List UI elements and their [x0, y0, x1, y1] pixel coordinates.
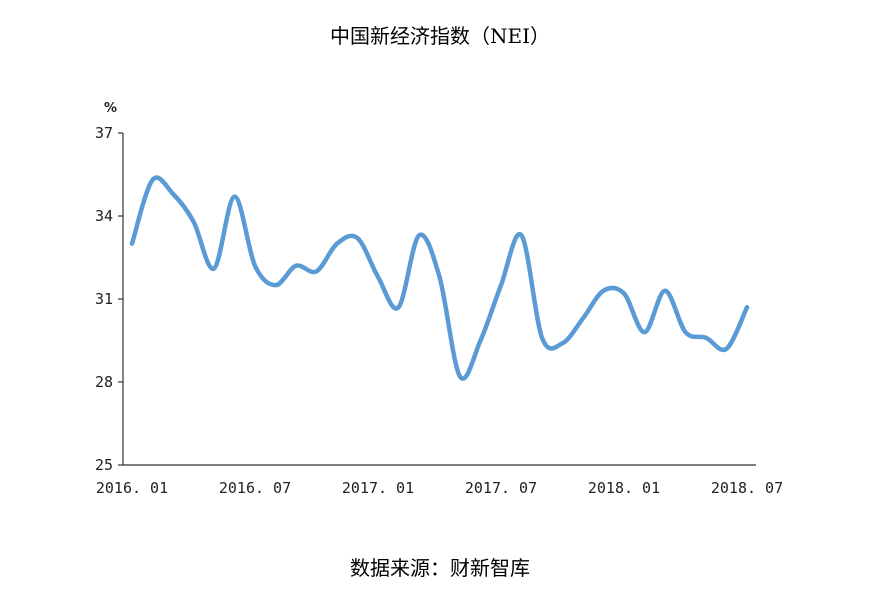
- x-axis: 2016. 01 2016. 07 2017. 01 2017. 07 2018. 01…: [96, 464, 783, 497]
- chart-title: 中国新经济指数（NEI）: [330, 24, 550, 48]
- x-tick-label: 2018. 07: [711, 479, 783, 497]
- y-tick-label: 34: [95, 207, 113, 225]
- y-axis: 37 34 31 28 25: [95, 124, 124, 474]
- x-tick-label: 2016. 07: [219, 479, 291, 497]
- nei-series-line: [129, 175, 750, 381]
- x-tick-label: 2017. 01: [342, 479, 414, 497]
- y-tick-label: 31: [95, 290, 113, 308]
- y-tick-label: 25: [95, 456, 113, 474]
- x-tick-label: 2018. 01: [588, 479, 660, 497]
- source-note: 数据来源：财新智库: [350, 556, 530, 580]
- y-tick-label: 28: [95, 373, 113, 391]
- x-tick-label: 2016. 01: [96, 479, 168, 497]
- y-tick-label: 37: [95, 124, 113, 142]
- y-axis-unit-label: %: [104, 101, 117, 116]
- x-tick-label: 2017. 07: [465, 479, 537, 497]
